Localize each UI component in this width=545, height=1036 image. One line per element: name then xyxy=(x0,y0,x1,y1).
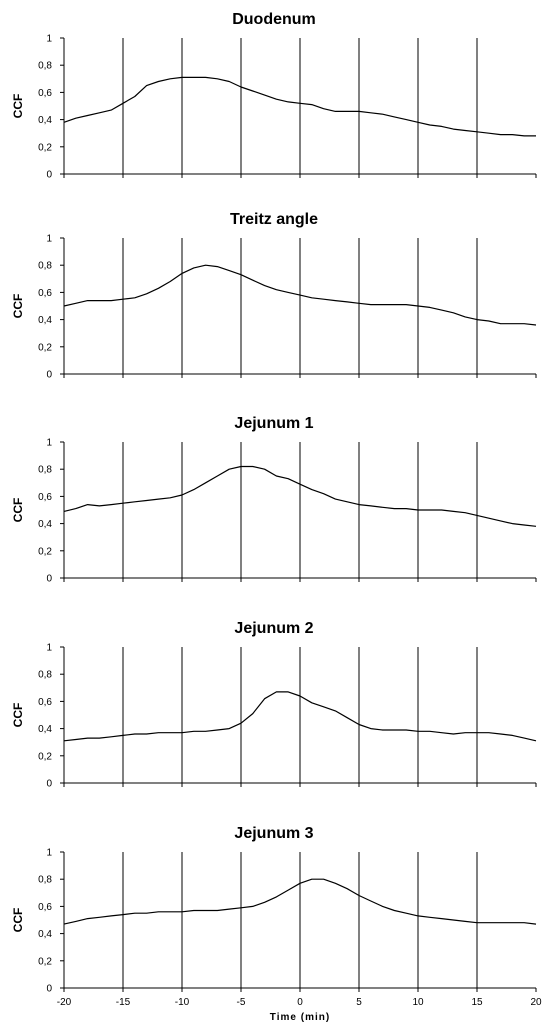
series-line xyxy=(63,465,537,527)
y-tick-label: 0,6 xyxy=(38,288,52,299)
chart-panel-2: Jejunum 1 CCF 0 0,2 0,4 0,6 0,8 1 xyxy=(11,415,537,585)
y-tick-label: 0,8 xyxy=(38,875,52,886)
y-tick-label: 0,4 xyxy=(38,724,52,735)
y-axis-label: CCF xyxy=(11,294,25,319)
y-tick-label: 0 xyxy=(46,170,52,181)
y-tick-label: 0,8 xyxy=(38,261,52,272)
y-axis-label: CCF xyxy=(11,94,25,119)
y-tick-label: 0 xyxy=(46,370,52,381)
y-tick-label: 0,2 xyxy=(38,546,52,557)
y-tick-label: 0,6 xyxy=(38,902,52,913)
chart-panel-4: Jejunum 3 CCF 0 0,2 0,4 0,6 0,8 1 -20 -15 -10 -5 0 5 1… xyxy=(11,825,542,1023)
y-tick-label: 0,2 xyxy=(38,956,52,967)
chart-title: Duodenum xyxy=(232,11,316,28)
y-axis-label: CCF xyxy=(11,498,25,523)
y-tick-label: 0,6 xyxy=(38,697,52,708)
y-tick-label: 0,6 xyxy=(38,88,52,99)
series-line xyxy=(63,264,537,326)
x-tick-label: 20 xyxy=(530,997,542,1008)
series-line xyxy=(63,878,537,925)
y-tick-label: 0 xyxy=(46,574,52,585)
x-tick-label: -15 xyxy=(116,997,131,1008)
y-tick-label: 0,8 xyxy=(38,670,52,681)
y-tick-label: 0,2 xyxy=(38,751,52,762)
y-tick-label: 0,4 xyxy=(38,929,52,940)
x-tick-label: -10 xyxy=(175,997,190,1008)
y-tick-label: 0,4 xyxy=(38,519,52,530)
y-tick-label: 0,2 xyxy=(38,142,52,153)
y-tick-label: 0,4 xyxy=(38,315,52,326)
y-tick-label: 1 xyxy=(46,643,52,654)
chart-panel-0: Duodenum CCF 0 0,2 0,4 0,6 0,8 1 xyxy=(11,11,537,181)
y-tick-label: 0 xyxy=(46,779,52,790)
x-axis-label: Time (min) xyxy=(270,1012,330,1023)
chart-title: Jejunum 3 xyxy=(234,825,313,842)
y-axis-label: CCF xyxy=(11,703,25,728)
y-tick-label: 0,2 xyxy=(38,342,52,353)
x-tick-label: 15 xyxy=(471,997,483,1008)
x-tick-label: 5 xyxy=(356,997,362,1008)
y-tick-label: 1 xyxy=(46,848,52,859)
y-tick-label: 0,8 xyxy=(38,465,52,476)
series-line xyxy=(63,76,536,137)
chart-title: Treitz angle xyxy=(230,211,318,228)
chart-title: Jejunum 1 xyxy=(234,415,313,432)
y-tick-label: 0,4 xyxy=(38,115,52,126)
chart-title: Jejunum 2 xyxy=(234,620,313,637)
chart-panel-3: Jejunum 2 CCF 0 0,2 0,4 0,6 0,8 1 xyxy=(11,620,537,790)
y-tick-label: 1 xyxy=(46,234,52,245)
y-tick-label: 1 xyxy=(46,34,52,45)
series-line xyxy=(63,691,537,742)
y-tick-label: 0,8 xyxy=(38,61,52,72)
y-tick-label: 0,6 xyxy=(38,492,52,503)
x-tick-label: -5 xyxy=(237,997,246,1008)
x-tick-label: 0 xyxy=(297,997,303,1008)
y-tick-label: 1 xyxy=(46,438,52,449)
y-tick-label: 0 xyxy=(46,984,52,995)
chart-panel-1: Treitz angle CCF 0 0,2 0,4 0,6 0,8 1 xyxy=(11,211,537,381)
x-tick-label: -20 xyxy=(57,997,72,1008)
y-axis-label: CCF xyxy=(11,908,25,933)
x-tick-label: 10 xyxy=(412,997,424,1008)
